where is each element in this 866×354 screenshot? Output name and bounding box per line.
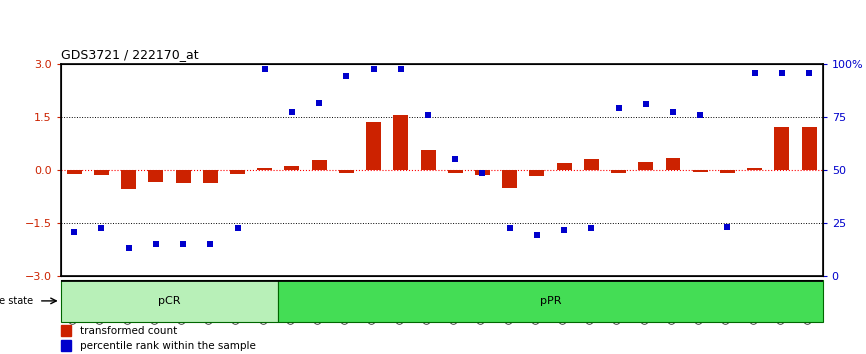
Point <box>149 241 163 247</box>
Bar <box>257 168 272 170</box>
Point <box>394 66 408 72</box>
Point <box>775 70 789 75</box>
Bar <box>312 160 326 170</box>
Point <box>721 224 734 229</box>
Point <box>366 66 380 72</box>
Bar <box>203 170 217 183</box>
Point <box>475 171 489 176</box>
Point <box>122 245 136 251</box>
Point <box>747 70 761 75</box>
Point <box>530 233 544 238</box>
Point <box>557 227 571 233</box>
Bar <box>148 170 164 182</box>
Bar <box>557 163 572 170</box>
Bar <box>774 127 789 170</box>
Bar <box>61 340 71 352</box>
Point <box>694 112 708 118</box>
Bar <box>638 162 653 170</box>
Bar <box>121 170 136 189</box>
Text: pPR: pPR <box>540 296 561 306</box>
Point <box>802 70 816 75</box>
Bar <box>176 170 191 183</box>
Point <box>585 225 598 231</box>
Bar <box>366 122 381 170</box>
Text: percentile rank within the sample: percentile rank within the sample <box>80 341 256 351</box>
Text: GDS3721 / 222170_at: GDS3721 / 222170_at <box>61 48 198 61</box>
Bar <box>94 170 109 175</box>
Point <box>204 241 217 247</box>
Bar <box>61 280 278 322</box>
Bar <box>720 170 735 173</box>
Point <box>503 225 517 231</box>
Bar <box>529 170 545 176</box>
Point <box>94 225 108 231</box>
Point <box>421 112 435 118</box>
Bar <box>693 170 708 172</box>
Text: disease state: disease state <box>0 296 34 306</box>
Bar <box>747 168 762 170</box>
Bar <box>502 170 517 188</box>
Bar <box>584 159 598 170</box>
Point <box>339 73 353 79</box>
Point <box>666 109 680 114</box>
Point <box>639 102 653 107</box>
Bar <box>448 170 462 173</box>
Text: transformed count: transformed count <box>80 326 178 336</box>
Bar <box>802 127 817 170</box>
Bar <box>284 166 300 170</box>
Bar <box>278 280 823 322</box>
Point <box>313 100 326 105</box>
Text: pCR: pCR <box>158 296 181 306</box>
Bar <box>665 158 681 170</box>
Bar <box>230 170 245 174</box>
Bar <box>421 150 436 170</box>
Point <box>611 105 625 111</box>
Bar <box>61 325 71 336</box>
Point <box>258 66 272 72</box>
Bar <box>475 170 490 175</box>
Point <box>449 156 462 162</box>
Point <box>68 229 81 235</box>
Bar <box>339 170 354 173</box>
Point <box>230 225 244 231</box>
Bar <box>611 170 626 173</box>
Point <box>285 109 299 114</box>
Bar <box>393 115 408 170</box>
Point <box>176 241 190 247</box>
Bar <box>67 170 81 174</box>
